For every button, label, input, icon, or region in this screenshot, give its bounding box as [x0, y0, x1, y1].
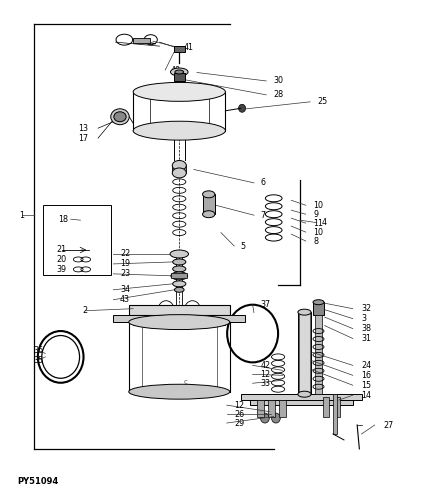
Text: 11: 11: [313, 218, 323, 228]
Ellipse shape: [111, 109, 129, 124]
Text: 35: 35: [33, 356, 43, 365]
Bar: [174, 73, 185, 81]
Text: 37: 37: [260, 300, 271, 309]
Ellipse shape: [298, 391, 311, 397]
Ellipse shape: [173, 266, 186, 272]
Text: 15: 15: [362, 380, 372, 390]
Text: 30: 30: [274, 76, 284, 86]
Text: 3: 3: [362, 314, 366, 323]
Text: 16: 16: [362, 371, 372, 380]
Ellipse shape: [171, 68, 188, 76]
Polygon shape: [250, 400, 353, 405]
Text: 4: 4: [322, 218, 327, 227]
Bar: [202, 194, 215, 214]
Circle shape: [174, 86, 185, 98]
Text: 8: 8: [313, 236, 318, 246]
Ellipse shape: [170, 250, 188, 258]
Ellipse shape: [171, 272, 187, 280]
Circle shape: [271, 413, 280, 423]
Text: 27: 27: [384, 420, 394, 430]
Text: 38: 38: [362, 324, 372, 333]
Text: 32: 32: [362, 304, 372, 313]
Ellipse shape: [172, 160, 186, 170]
Text: 12: 12: [260, 370, 271, 379]
Text: 39: 39: [56, 266, 66, 274]
Text: 31: 31: [362, 334, 372, 343]
Polygon shape: [114, 314, 245, 324]
Text: 34: 34: [120, 286, 130, 294]
Bar: [324, 396, 329, 416]
Text: 19: 19: [120, 260, 130, 268]
Ellipse shape: [175, 288, 184, 292]
Text: 29: 29: [234, 418, 244, 428]
Ellipse shape: [313, 300, 324, 304]
Text: 22: 22: [120, 250, 130, 258]
Text: 7: 7: [260, 210, 266, 220]
Text: PY51094: PY51094: [17, 477, 58, 486]
Ellipse shape: [129, 314, 230, 330]
Text: 18: 18: [58, 214, 69, 224]
Ellipse shape: [173, 281, 186, 287]
Text: 13: 13: [78, 124, 88, 132]
Circle shape: [192, 86, 203, 98]
Text: 25: 25: [318, 98, 328, 106]
Circle shape: [155, 86, 167, 98]
Bar: [43, 205, 111, 275]
Bar: [174, 46, 185, 52]
Bar: [316, 314, 322, 394]
Circle shape: [260, 413, 269, 423]
Text: 14: 14: [362, 390, 372, 400]
Ellipse shape: [129, 384, 230, 399]
Ellipse shape: [175, 70, 184, 74]
Text: c: c: [184, 379, 188, 385]
Text: 40: 40: [171, 66, 180, 74]
Bar: [171, 273, 187, 278]
Text: 10: 10: [313, 200, 323, 210]
Ellipse shape: [133, 121, 225, 140]
Bar: [313, 302, 324, 314]
Polygon shape: [129, 304, 230, 314]
Text: 36: 36: [33, 346, 43, 355]
Bar: [172, 166, 186, 173]
Text: 5: 5: [241, 242, 246, 250]
Ellipse shape: [114, 112, 126, 122]
Ellipse shape: [202, 210, 215, 218]
Bar: [334, 396, 340, 416]
Polygon shape: [241, 394, 362, 400]
Ellipse shape: [202, 191, 215, 198]
Text: 24: 24: [362, 361, 372, 370]
Bar: [298, 312, 311, 394]
Text: 1: 1: [19, 210, 24, 220]
Text: 9: 9: [313, 210, 318, 218]
Bar: [133, 38, 150, 43]
Text: 2: 2: [83, 306, 88, 315]
Ellipse shape: [133, 82, 225, 102]
Text: 17: 17: [78, 134, 88, 142]
Text: 42: 42: [260, 361, 271, 370]
Text: 43: 43: [120, 295, 130, 304]
Text: 10: 10: [313, 228, 323, 236]
Ellipse shape: [172, 168, 186, 178]
Text: 26: 26: [234, 410, 244, 418]
Text: 21: 21: [56, 246, 66, 254]
Bar: [279, 400, 286, 416]
Text: 41: 41: [184, 42, 194, 51]
Circle shape: [239, 104, 246, 112]
Bar: [268, 400, 274, 416]
Ellipse shape: [298, 309, 311, 315]
Text: 23: 23: [120, 270, 130, 278]
Text: 33: 33: [260, 379, 271, 388]
Text: 6: 6: [260, 178, 266, 188]
Bar: [257, 400, 263, 416]
Text: 20: 20: [56, 256, 66, 264]
Bar: [333, 394, 336, 434]
Text: 28: 28: [274, 90, 284, 100]
Text: 12: 12: [234, 400, 244, 409]
Ellipse shape: [173, 259, 186, 265]
